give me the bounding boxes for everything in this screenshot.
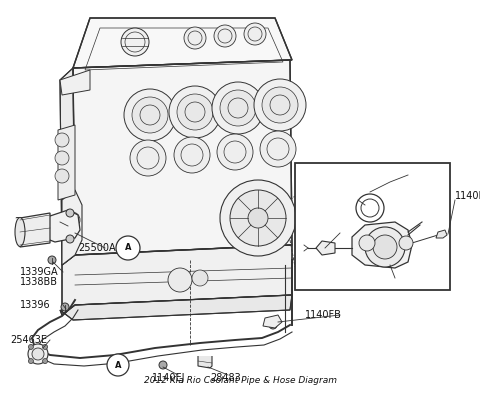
Circle shape [214,25,236,47]
Text: 2012 Kia Rio Coolant Pipe & Hose Diagram: 2012 Kia Rio Coolant Pipe & Hose Diagram [144,376,336,385]
Circle shape [43,344,48,350]
Circle shape [174,137,210,173]
Polygon shape [316,241,335,255]
Bar [295,163,450,290]
Polygon shape [20,213,50,247]
Text: A: A [115,361,121,369]
Circle shape [169,86,221,138]
Circle shape [365,227,405,267]
Polygon shape [62,245,292,315]
Circle shape [55,151,69,165]
Circle shape [28,344,48,364]
Polygon shape [60,68,75,265]
Polygon shape [352,222,412,268]
Text: 1338BB: 1338BB [20,277,58,287]
Circle shape [269,321,277,329]
Circle shape [220,180,296,256]
Circle shape [43,359,48,363]
Polygon shape [73,18,292,68]
Circle shape [262,87,298,123]
Circle shape [356,194,384,222]
Circle shape [254,79,306,131]
Circle shape [66,209,74,217]
Polygon shape [263,315,282,328]
Circle shape [66,235,74,243]
Circle shape [32,348,44,360]
Circle shape [168,268,192,292]
Text: 1140FZ: 1140FZ [455,191,480,201]
Circle shape [260,131,296,167]
Text: 25623R: 25623R [338,195,376,205]
Polygon shape [62,190,82,265]
Polygon shape [73,60,292,255]
Polygon shape [198,356,212,368]
Circle shape [159,361,167,369]
Circle shape [61,303,69,311]
Text: 1140FB: 1140FB [305,310,342,320]
Text: 25631B: 25631B [14,217,52,227]
Circle shape [132,97,168,133]
Circle shape [107,354,129,376]
Text: 1140EJ: 1140EJ [152,373,185,383]
Text: 25463E: 25463E [10,335,47,345]
Circle shape [184,27,206,49]
Circle shape [399,236,413,250]
Text: 25620A: 25620A [363,273,401,283]
Circle shape [55,133,69,147]
Circle shape [121,28,149,56]
Circle shape [359,235,375,251]
Circle shape [230,190,286,246]
Circle shape [248,208,268,228]
Circle shape [124,89,176,141]
Polygon shape [436,230,447,238]
Polygon shape [58,125,75,200]
Circle shape [28,359,34,363]
Text: 39220G: 39220G [305,228,343,238]
Polygon shape [40,210,80,242]
Text: 28483: 28483 [210,373,241,383]
Text: A: A [125,243,131,252]
Circle shape [28,344,34,350]
Polygon shape [60,295,292,320]
Circle shape [220,90,256,126]
Text: 25500A: 25500A [78,243,116,253]
Circle shape [48,256,56,264]
Circle shape [217,134,253,170]
Circle shape [55,169,69,183]
Circle shape [373,235,397,259]
Circle shape [130,140,166,176]
Circle shape [212,82,264,134]
Circle shape [192,270,208,286]
Text: 25600A: 25600A [370,170,408,180]
Text: 1339GA: 1339GA [20,267,59,277]
Polygon shape [60,70,90,95]
Circle shape [177,94,213,130]
Circle shape [244,23,266,45]
Circle shape [64,212,80,228]
Text: 13396: 13396 [20,300,50,310]
Circle shape [116,236,140,260]
Ellipse shape [15,218,25,246]
